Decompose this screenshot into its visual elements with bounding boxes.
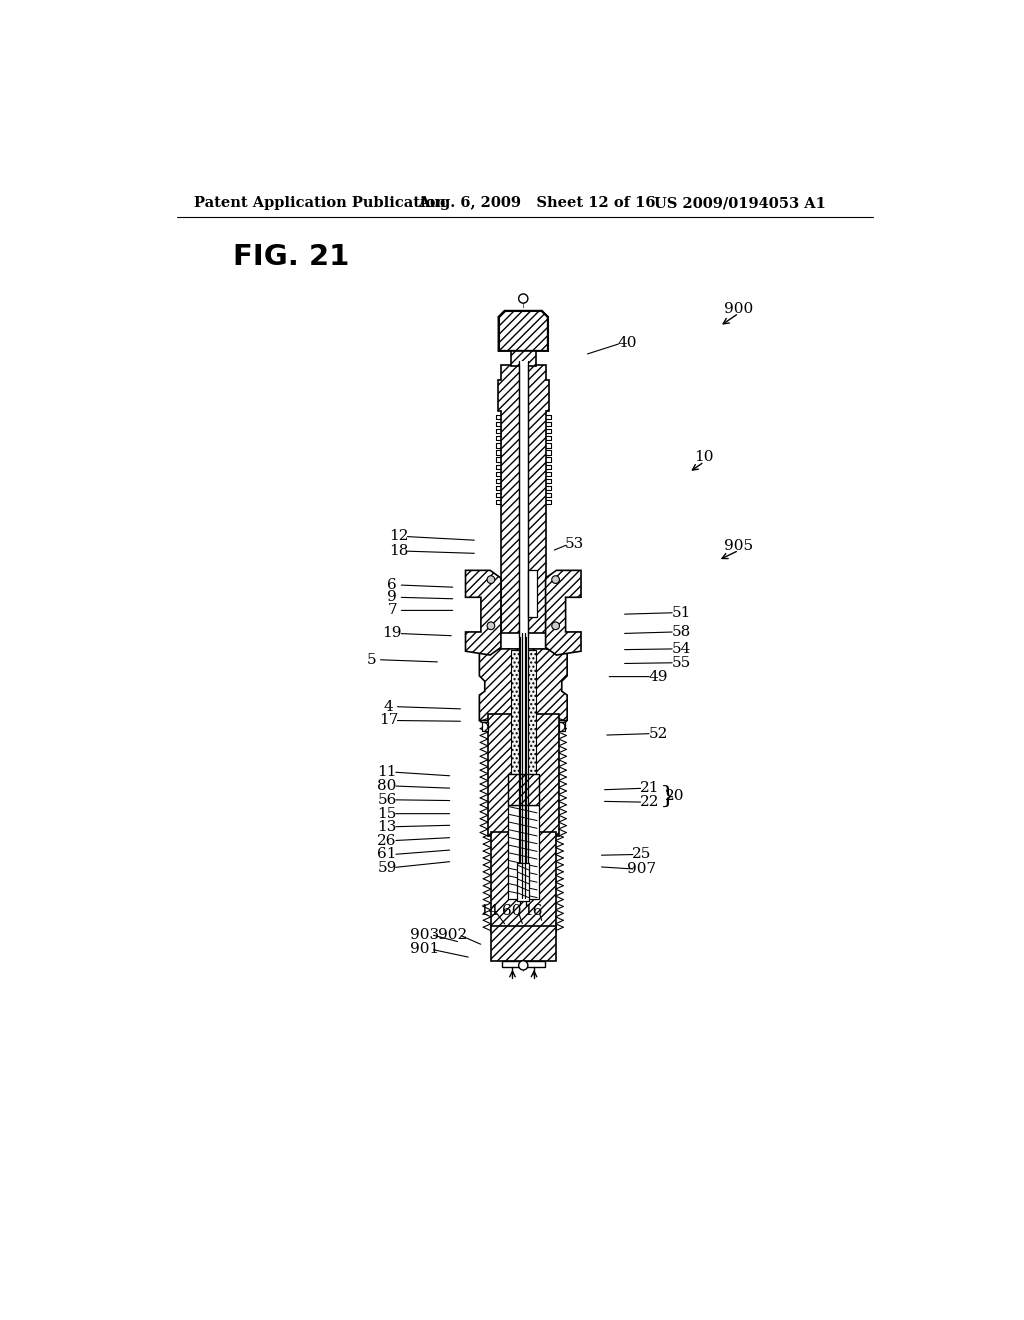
Text: 26: 26 — [377, 834, 396, 847]
Text: 905: 905 — [724, 539, 754, 553]
Text: 10: 10 — [694, 450, 714, 465]
Text: 25: 25 — [632, 847, 651, 862]
Text: 14: 14 — [479, 904, 499, 917]
Text: US 2009/0194053 A1: US 2009/0194053 A1 — [654, 197, 826, 210]
Text: 52: 52 — [648, 726, 668, 741]
Text: 7: 7 — [387, 603, 397, 618]
Circle shape — [518, 961, 528, 970]
Bar — [528, 570, 538, 616]
Text: 51: 51 — [672, 606, 691, 619]
Polygon shape — [466, 570, 501, 655]
Text: Aug. 6, 2009   Sheet 12 of 16: Aug. 6, 2009 Sheet 12 of 16 — [418, 197, 655, 210]
Text: 15: 15 — [377, 807, 396, 821]
Text: 903: 903 — [411, 928, 439, 941]
Text: 4: 4 — [384, 700, 393, 714]
Text: 54: 54 — [672, 642, 691, 656]
Text: 60: 60 — [502, 904, 521, 917]
Text: 61: 61 — [377, 847, 396, 862]
Bar — [490, 927, 556, 961]
Circle shape — [518, 294, 528, 304]
Text: 56: 56 — [377, 793, 396, 807]
Polygon shape — [559, 722, 565, 731]
Text: 19: 19 — [383, 627, 402, 640]
Text: 11: 11 — [377, 766, 396, 779]
Bar — [502, 961, 545, 966]
Polygon shape — [481, 722, 487, 731]
Text: 16: 16 — [522, 904, 543, 917]
Text: 20: 20 — [665, 789, 684, 803]
Bar — [511, 351, 536, 367]
Bar — [490, 832, 556, 932]
Text: 18: 18 — [389, 544, 409, 558]
Text: 49: 49 — [648, 669, 668, 684]
Polygon shape — [546, 570, 581, 655]
Text: 40: 40 — [617, 337, 637, 350]
Circle shape — [552, 622, 559, 630]
Text: 12: 12 — [389, 529, 409, 544]
Polygon shape — [479, 649, 567, 721]
Text: 17: 17 — [379, 714, 398, 727]
Bar — [487, 714, 559, 836]
Circle shape — [487, 622, 495, 630]
Text: Patent Application Publication: Patent Application Publication — [194, 197, 445, 210]
Circle shape — [487, 576, 495, 583]
Bar — [508, 805, 539, 899]
Circle shape — [552, 576, 559, 583]
Bar — [508, 775, 539, 805]
Text: FIG. 21: FIG. 21 — [233, 243, 349, 271]
Text: 21: 21 — [640, 781, 659, 795]
Text: 907: 907 — [628, 862, 656, 876]
Text: 6: 6 — [387, 578, 397, 591]
Text: 13: 13 — [377, 820, 396, 834]
Text: 901: 901 — [410, 942, 439, 956]
Polygon shape — [498, 364, 549, 634]
Bar — [518, 364, 528, 834]
Text: 58: 58 — [672, 624, 691, 639]
Text: 5: 5 — [367, 652, 377, 667]
Bar — [518, 360, 528, 638]
Text: 22: 22 — [640, 795, 659, 809]
Text: 53: 53 — [565, 537, 585, 552]
Polygon shape — [499, 312, 548, 351]
Text: 9: 9 — [387, 590, 397, 605]
Text: }: } — [660, 784, 676, 808]
Bar — [517, 863, 529, 902]
Text: 80: 80 — [377, 779, 396, 793]
Bar — [511, 649, 536, 789]
Text: 59: 59 — [377, 861, 396, 875]
Text: 900: 900 — [724, 301, 754, 315]
Text: 902: 902 — [438, 928, 467, 941]
Text: 55: 55 — [672, 656, 691, 669]
